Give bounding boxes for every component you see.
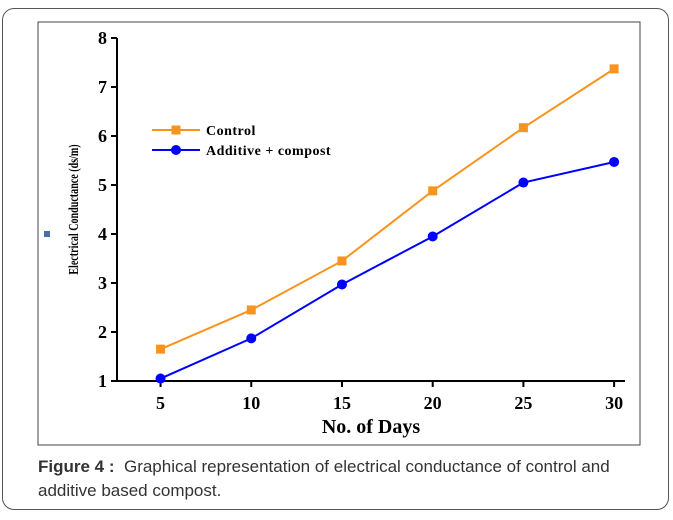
point bbox=[337, 256, 347, 266]
caption-label: Figure 4 : bbox=[38, 457, 115, 476]
y-tick-label: 6 bbox=[98, 126, 107, 146]
y-tick-label: 4 bbox=[98, 224, 107, 244]
x-tick-label: 5 bbox=[156, 393, 165, 413]
legend-marker bbox=[171, 145, 181, 155]
point bbox=[246, 333, 257, 344]
x-tick-label: 25 bbox=[514, 393, 532, 413]
legend-marker bbox=[171, 125, 181, 135]
y-tick-label: 3 bbox=[98, 273, 107, 293]
caption-text: Graphical representation of electrical c… bbox=[38, 457, 610, 500]
point bbox=[246, 305, 256, 315]
series-line bbox=[160, 68, 615, 351]
chart-border bbox=[37, 21, 641, 446]
figure-frame bbox=[2, 8, 669, 510]
caption: Figure 4 : Graphical representation of e… bbox=[38, 455, 648, 503]
y-tick-label: 1 bbox=[98, 371, 107, 391]
x-tick-label: 10 bbox=[242, 393, 260, 413]
point bbox=[336, 279, 347, 290]
point bbox=[609, 156, 620, 167]
point bbox=[155, 373, 166, 384]
point bbox=[518, 177, 529, 188]
y-tick-label: 7 bbox=[98, 77, 107, 97]
legend-label: Additive + compost bbox=[206, 144, 331, 159]
point bbox=[427, 231, 438, 242]
y-tick-label: 2 bbox=[98, 322, 107, 342]
point bbox=[609, 64, 619, 74]
point bbox=[518, 123, 528, 133]
legend-label: Control bbox=[206, 124, 256, 139]
decoration bbox=[44, 231, 50, 237]
x-tick-label: 15 bbox=[333, 393, 351, 413]
series-line bbox=[160, 160, 615, 380]
point bbox=[156, 344, 166, 354]
x-tick-label: 20 bbox=[424, 393, 442, 413]
point bbox=[428, 186, 438, 196]
x-tick-label: 30 bbox=[605, 393, 623, 413]
x-axis-label: No. of Days bbox=[322, 416, 421, 438]
y-tick-label: 5 bbox=[98, 175, 107, 195]
y-tick-label: 8 bbox=[98, 28, 107, 48]
y-axis-label: Electrical Conductance (ds/m) bbox=[65, 144, 81, 274]
